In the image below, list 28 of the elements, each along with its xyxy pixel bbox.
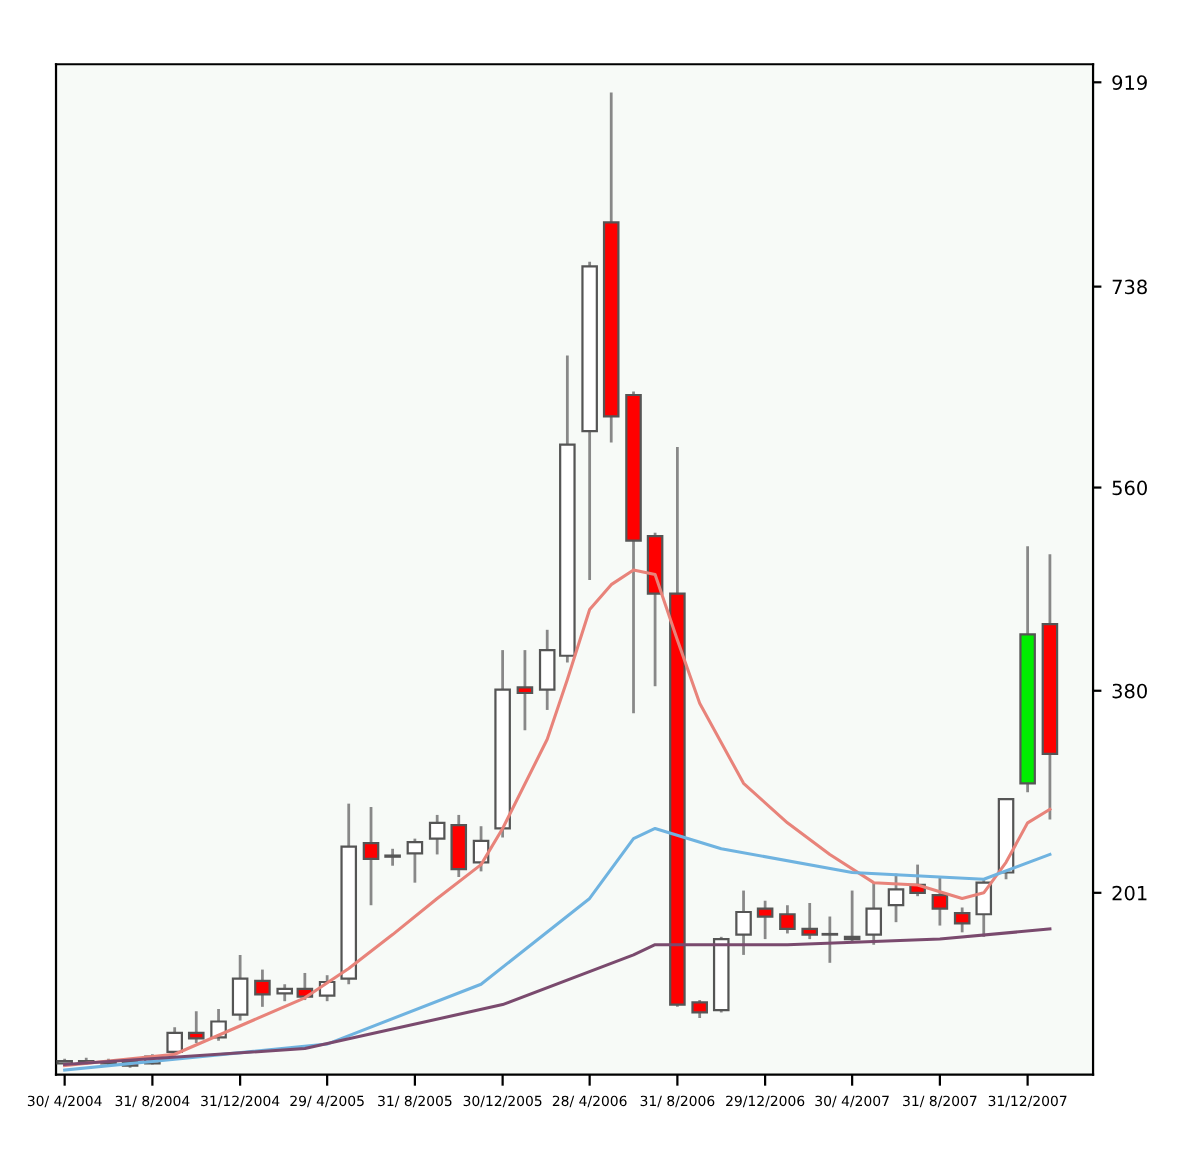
y-tick-label: 738 (1112, 279, 1147, 295)
line-series (63, 568, 1052, 1068)
y-tick-label: 919 (1112, 75, 1147, 90)
candlestick (254, 968, 271, 1009)
candlestick (801, 901, 819, 941)
candlestick (953, 906, 971, 934)
candlestick (428, 813, 446, 856)
candlestick (406, 837, 424, 885)
candlestick (187, 1009, 205, 1045)
candlestick (450, 813, 468, 879)
candlestick (231, 953, 249, 1022)
candlestick (843, 889, 861, 943)
candlestick (865, 881, 883, 947)
line-series (63, 826, 1052, 1072)
candlestick (166, 1025, 183, 1056)
candlestick (931, 875, 949, 927)
candlestick (887, 872, 905, 924)
candlestick (362, 805, 380, 907)
candlestick (516, 648, 534, 732)
line-series (63, 927, 1052, 1066)
candlestick (756, 899, 774, 941)
y-tick-label: 560 (1112, 480, 1147, 496)
candlestick (691, 998, 708, 1020)
candlestick (779, 903, 796, 935)
candlestick (735, 889, 752, 957)
candlestick (821, 915, 839, 965)
y-tick-label: 380 (1112, 683, 1147, 699)
y-tick-label: 201 (1112, 885, 1147, 901)
